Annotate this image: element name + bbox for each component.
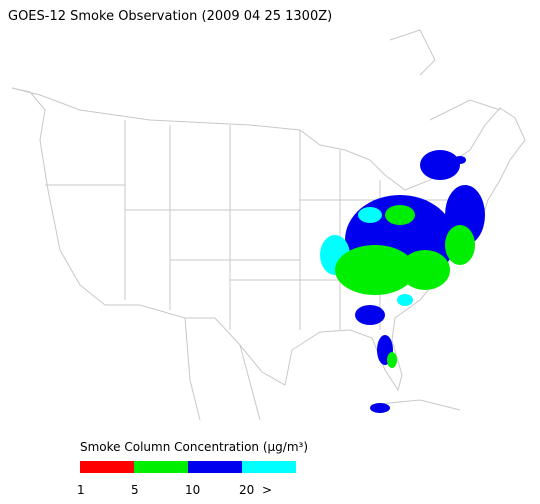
legend-label: 5	[131, 483, 139, 497]
smoke-area	[400, 250, 450, 290]
legend-label: 20	[239, 483, 254, 497]
map-title: GOES-12 Smoke Observation (2009 04 25 13…	[8, 9, 332, 24]
smoke-area	[445, 225, 475, 265]
legend-swatch	[134, 461, 188, 473]
smoke-areas	[320, 150, 485, 413]
legend-swatch	[80, 461, 134, 473]
legend-swatch	[242, 461, 296, 473]
smoke-area	[454, 156, 466, 164]
smoke-area	[397, 294, 413, 306]
smoke-area	[335, 245, 415, 295]
smoke-area	[355, 305, 385, 325]
legend: 1 5 10 20 >	[77, 461, 296, 497]
smoke-area	[358, 207, 382, 223]
canada-mexico	[184, 29, 501, 421]
legend-label: 1	[77, 483, 85, 497]
legend-label: >	[262, 483, 272, 497]
legend-swatch	[188, 461, 242, 473]
legend-title: Smoke Column Concentration (μg/m³)	[80, 440, 308, 454]
smoke-area	[385, 205, 415, 225]
smoke-area	[370, 403, 390, 413]
legend-label: 10	[185, 483, 200, 497]
smoke-area	[387, 352, 397, 368]
smoke-area	[420, 150, 460, 180]
